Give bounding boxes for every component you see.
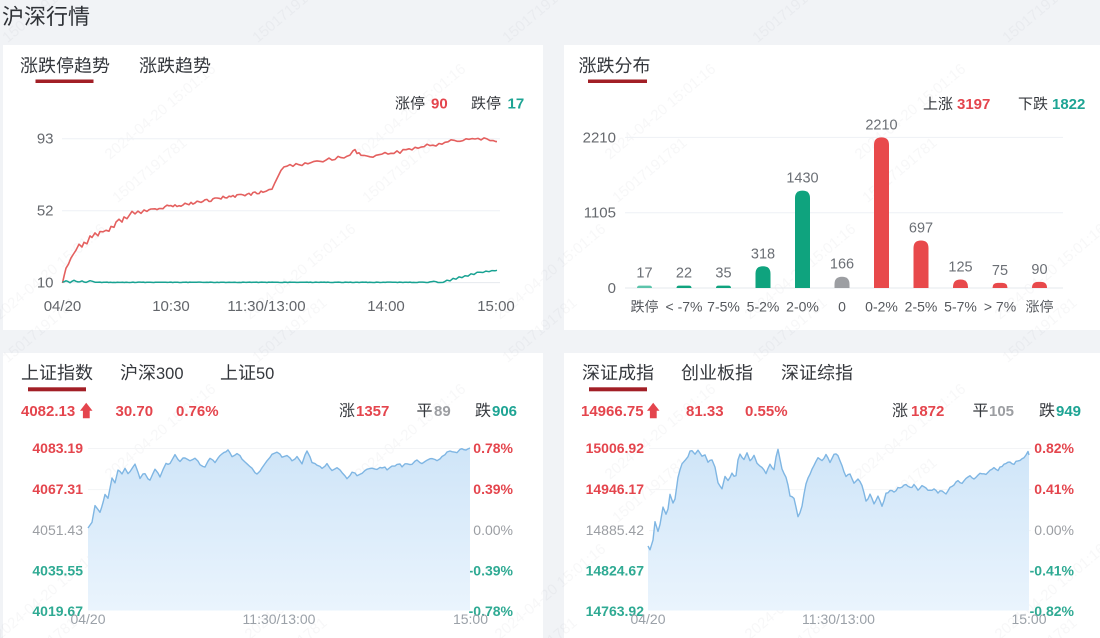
svg-text:697: 697: [909, 221, 933, 237]
svg-text:0.39%: 0.39%: [473, 481, 513, 497]
svg-text:11:30/13:00: 11:30/13:00: [802, 611, 875, 627]
svg-text:10:30: 10:30: [152, 298, 190, 315]
svg-text:17: 17: [636, 266, 652, 282]
svg-text:< -7%: < -7%: [666, 299, 703, 315]
svg-text:125: 125: [948, 259, 972, 275]
svg-text:-0.39%: -0.39%: [469, 563, 514, 579]
svg-text:0.82%: 0.82%: [1034, 440, 1074, 456]
svg-text:90: 90: [1031, 262, 1047, 278]
svg-text:15006.92: 15006.92: [586, 440, 645, 456]
svg-text:89: 89: [434, 403, 451, 420]
svg-text:14946.17: 14946.17: [586, 481, 645, 497]
svg-text:105: 105: [989, 403, 1014, 420]
svg-text:04/20: 04/20: [630, 611, 665, 627]
svg-text:10: 10: [37, 274, 54, 291]
svg-text:4067.31: 4067.31: [32, 481, 83, 497]
svg-text:> 7%: > 7%: [984, 299, 1016, 315]
svg-text:4019.67: 4019.67: [32, 603, 83, 619]
svg-text:14824.67: 14824.67: [586, 563, 645, 579]
svg-text:1872: 1872: [911, 403, 944, 420]
svg-text:4082.13: 4082.13: [21, 403, 75, 420]
svg-text:14:00: 14:00: [367, 298, 405, 315]
svg-text:300: 300: [156, 365, 184, 383]
svg-text:2210: 2210: [865, 117, 897, 133]
svg-text:166: 166: [830, 257, 854, 273]
svg-text:3197: 3197: [957, 96, 990, 113]
svg-text:30.70: 30.70: [116, 403, 154, 420]
svg-text:7-5%: 7-5%: [707, 299, 740, 315]
svg-text:11:30/13:00: 11:30/13:00: [243, 611, 316, 627]
svg-text:0.00%: 0.00%: [1034, 522, 1074, 538]
svg-text:4083.19: 4083.19: [32, 440, 83, 456]
svg-text:04/20: 04/20: [44, 298, 82, 315]
svg-text:35: 35: [715, 266, 731, 282]
svg-text:81.33: 81.33: [686, 403, 724, 420]
svg-text:11:30/13:00: 11:30/13:00: [227, 298, 305, 315]
svg-text:2-5%: 2-5%: [905, 299, 938, 315]
svg-text:52: 52: [37, 203, 54, 220]
svg-text:15:00: 15:00: [453, 611, 488, 627]
svg-text:1822: 1822: [1052, 96, 1085, 113]
svg-text:0.55%: 0.55%: [745, 403, 788, 420]
svg-text:2-0%: 2-0%: [786, 299, 819, 315]
svg-text:906: 906: [492, 403, 517, 420]
svg-text:93: 93: [37, 131, 54, 148]
svg-text:90: 90: [431, 96, 448, 113]
svg-text:4051.43: 4051.43: [32, 522, 83, 538]
svg-text:5-2%: 5-2%: [747, 299, 780, 315]
svg-text:318: 318: [751, 246, 775, 262]
svg-text:14763.92: 14763.92: [586, 603, 645, 619]
svg-text:1105: 1105: [584, 205, 616, 222]
svg-text:-0.41%: -0.41%: [1030, 563, 1075, 579]
svg-text:15:00: 15:00: [1011, 611, 1046, 627]
svg-text:04/20: 04/20: [70, 611, 105, 627]
svg-text:0: 0: [838, 299, 846, 315]
svg-text:50: 50: [256, 365, 274, 383]
svg-text:15:00: 15:00: [477, 298, 515, 315]
svg-text:4035.55: 4035.55: [32, 563, 83, 579]
svg-text:0.00%: 0.00%: [473, 522, 513, 538]
svg-text:0.41%: 0.41%: [1034, 481, 1074, 497]
svg-text:14966.75: 14966.75: [581, 403, 644, 420]
svg-text:17: 17: [508, 96, 525, 113]
svg-text:5-7%: 5-7%: [944, 299, 977, 315]
svg-text:1430: 1430: [786, 171, 818, 187]
svg-text:14885.42: 14885.42: [586, 522, 645, 538]
svg-text:949: 949: [1056, 403, 1081, 420]
svg-text:0: 0: [608, 280, 616, 297]
svg-text:0.78%: 0.78%: [473, 440, 513, 456]
svg-text:0-2%: 0-2%: [865, 299, 898, 315]
svg-text:2210: 2210: [583, 129, 616, 146]
svg-text:-0.78%: -0.78%: [469, 603, 514, 619]
svg-text:1357: 1357: [356, 403, 389, 420]
svg-text:22: 22: [676, 266, 692, 282]
svg-text:-0.82%: -0.82%: [1030, 603, 1075, 619]
svg-text:75: 75: [992, 263, 1008, 279]
svg-text:0.76%: 0.76%: [176, 403, 219, 420]
